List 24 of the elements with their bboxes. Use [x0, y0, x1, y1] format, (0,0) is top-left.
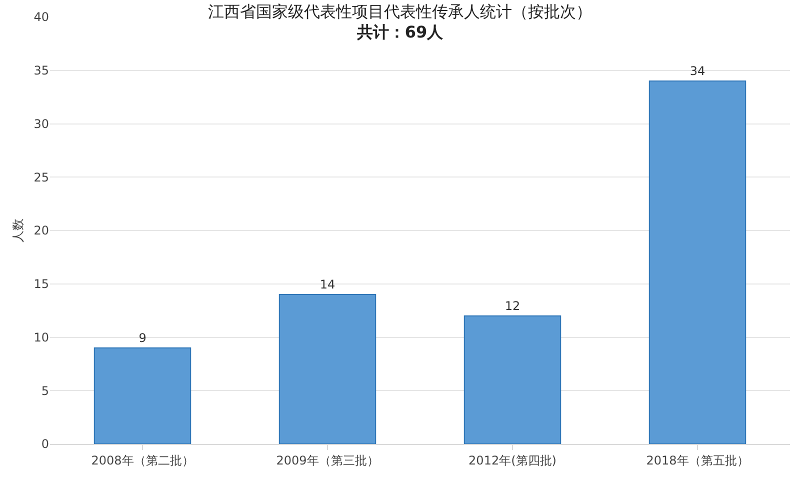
- y-tick-label: 15: [34, 277, 49, 292]
- data-label: 9: [138, 330, 146, 345]
- data-label: 34: [690, 64, 706, 78]
- y-tick-label: 30: [34, 116, 49, 131]
- y-tick-label: 40: [34, 10, 49, 24]
- y-tick-label: 20: [34, 224, 49, 238]
- x-tick-label: 2009年（第三批）: [276, 453, 379, 468]
- bar: [94, 347, 192, 444]
- x-tick-label: 2012年(第四批): [468, 453, 556, 468]
- y-tick-label: 25: [34, 170, 49, 184]
- chart-title: 江西省国家级代表性项目代表性传承人统计（按批次）: [208, 2, 592, 21]
- bar: [464, 315, 562, 444]
- x-tick-label: 2018年（第五批）: [646, 453, 749, 468]
- bar: [648, 80, 746, 444]
- y-tick-label: 10: [34, 330, 49, 344]
- data-label: 14: [320, 278, 336, 292]
- x-tick-label: 2008年（第二批）: [91, 453, 194, 468]
- y-tick-label: 0: [41, 437, 49, 452]
- y-axis-title: 人数: [11, 218, 26, 242]
- data-label: 12: [504, 298, 520, 313]
- y-tick-label: 35: [34, 64, 49, 78]
- bar: [278, 294, 376, 444]
- y-tick-label: 5: [41, 384, 49, 398]
- chart-subtitle: 共计：69人: [356, 22, 444, 42]
